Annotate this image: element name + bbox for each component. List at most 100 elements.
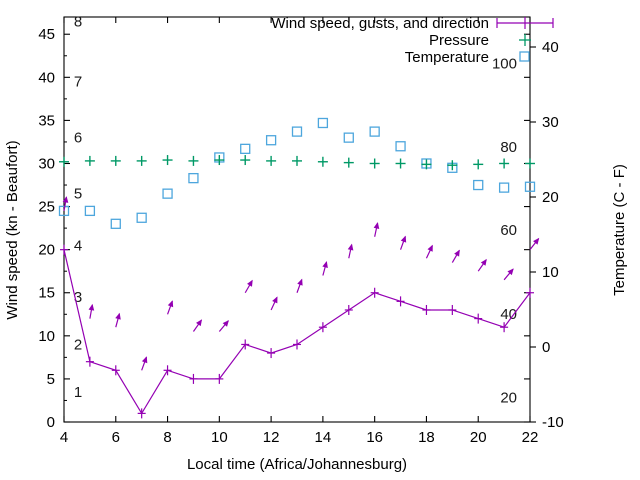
series-pressure bbox=[59, 155, 535, 171]
y-tick-20: 20 bbox=[38, 242, 55, 259]
y2-tick-10: 10 bbox=[542, 264, 559, 281]
plot-frame bbox=[63, 16, 531, 423]
wind-direction-arrow bbox=[373, 222, 380, 237]
temperature-point bbox=[498, 182, 510, 193]
pressure-point bbox=[214, 155, 225, 166]
x-tick-8: 8 bbox=[163, 429, 171, 446]
wind-speed-point bbox=[189, 373, 198, 384]
wind-direction-arrow bbox=[244, 279, 253, 294]
y2-tick-40: 40 bbox=[542, 39, 559, 56]
wind-speed-point bbox=[344, 304, 353, 315]
legend-marker-pressure bbox=[519, 34, 531, 46]
chart-legend: Wind speed, gusts, and direction Pressur… bbox=[271, 15, 554, 66]
y-tick-40: 40 bbox=[38, 69, 55, 86]
beaufort-label-3: 3 bbox=[74, 289, 82, 306]
wind-direction-arrow bbox=[141, 356, 148, 371]
temperature-point bbox=[343, 132, 354, 143]
beaufort-label-1: 1 bbox=[74, 384, 82, 401]
y2-tick-30: 30 bbox=[542, 114, 559, 131]
series-wind-speed bbox=[60, 244, 534, 419]
legend-marker-wind bbox=[496, 17, 554, 29]
temperature-point bbox=[110, 218, 121, 229]
x-axis-ticks: 4 6 8 10 12 14 16 18 20 22 bbox=[60, 17, 538, 446]
wind-direction-arrow bbox=[399, 235, 407, 250]
pressure-point bbox=[473, 159, 484, 170]
beaufort-label-2: 2 bbox=[74, 336, 82, 353]
y-tick-45: 45 bbox=[38, 26, 55, 43]
y2-tick--10: -10 bbox=[542, 414, 564, 431]
wind-speed-point bbox=[500, 322, 509, 333]
pressure-point bbox=[317, 156, 328, 167]
pressure-point bbox=[162, 155, 173, 166]
wind-direction-arrow bbox=[322, 261, 328, 276]
wind-speed-point bbox=[267, 348, 276, 359]
wind-direction-arrows bbox=[62, 196, 540, 371]
beaufort-label-8: 8 bbox=[74, 13, 82, 30]
fahrenheit-label-80: 80 bbox=[500, 139, 517, 156]
fahrenheit-label-40: 40 bbox=[500, 306, 517, 323]
y-tick-25: 25 bbox=[38, 199, 55, 216]
wind-speed-point bbox=[241, 339, 250, 350]
legend-label-temperature: Temperature bbox=[405, 49, 489, 66]
x-tick-20: 20 bbox=[470, 429, 487, 446]
wind-speed-point bbox=[474, 313, 483, 324]
pressure-point bbox=[136, 155, 147, 166]
pressure-point bbox=[59, 156, 69, 167]
temperature-point bbox=[369, 126, 380, 137]
y-tick-10: 10 bbox=[38, 328, 55, 345]
wind-direction-arrow bbox=[88, 303, 95, 319]
wind-direction-arrow bbox=[270, 296, 278, 311]
wind-speed-point bbox=[215, 373, 224, 384]
wind-direction-arrow bbox=[192, 319, 203, 332]
temperature-point bbox=[84, 205, 96, 217]
fahrenheit-label-20: 20 bbox=[500, 389, 517, 406]
pressure-point bbox=[343, 157, 354, 168]
temperature-point bbox=[395, 141, 406, 152]
pressure-point bbox=[110, 155, 121, 166]
pressure-point bbox=[499, 158, 510, 169]
x-tick-6: 6 bbox=[112, 429, 120, 446]
temperature-point bbox=[291, 126, 303, 137]
pressure-point bbox=[447, 160, 458, 171]
beaufort-label-4: 4 bbox=[74, 237, 82, 254]
y2-tick-20: 20 bbox=[542, 189, 559, 206]
wind-speed-point bbox=[448, 304, 457, 315]
pressure-point bbox=[188, 155, 199, 166]
temperature-point bbox=[58, 205, 70, 217]
pressure-point bbox=[395, 158, 406, 169]
y-tick-30: 30 bbox=[38, 155, 55, 172]
x-tick-12: 12 bbox=[263, 429, 280, 446]
pressure-point bbox=[421, 159, 432, 170]
wind-direction-arrow bbox=[347, 243, 354, 259]
wind-direction-arrow bbox=[451, 249, 460, 263]
beaufort-scale-labels: 123456789 bbox=[74, 13, 82, 401]
y-axis-title: Wind speed (kn - Beaufort) bbox=[4, 140, 21, 319]
legend-label-wind: Wind speed, gusts, and direction bbox=[271, 15, 489, 32]
x-tick-16: 16 bbox=[366, 429, 383, 446]
wind-direction-arrow bbox=[296, 278, 303, 293]
pressure-point bbox=[292, 155, 302, 166]
wind-direction-arrow bbox=[218, 320, 229, 332]
temperature-point bbox=[473, 179, 484, 191]
wind-direction-arrow bbox=[166, 300, 174, 315]
x-axis-title: Local time (Africa/Johannesburg) bbox=[187, 456, 407, 473]
wind-direction-arrow bbox=[503, 268, 514, 281]
fahrenheit-label-100: 100 bbox=[492, 56, 517, 73]
wind-speed-point bbox=[396, 296, 405, 307]
x-tick-18: 18 bbox=[418, 429, 435, 446]
y2-tick-0: 0 bbox=[542, 339, 550, 356]
pressure-point bbox=[525, 158, 535, 169]
wind-speed-point bbox=[318, 322, 327, 333]
wind-speed-point bbox=[293, 339, 301, 350]
temperature-point bbox=[265, 135, 277, 146]
y-tick-15: 15 bbox=[38, 285, 55, 302]
temperature-point bbox=[188, 172, 199, 184]
wind-speed-point bbox=[60, 244, 68, 255]
temperature-point bbox=[162, 188, 173, 199]
temperature-point bbox=[240, 143, 251, 154]
wind-speed-point bbox=[526, 287, 534, 298]
